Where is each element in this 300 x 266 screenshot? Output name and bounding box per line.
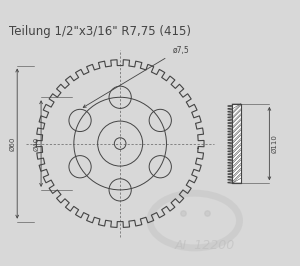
Text: Teilung 1/2"x3/16" R7,75 (415): Teilung 1/2"x3/16" R7,75 (415) — [9, 25, 191, 38]
Text: ø7,5: ø7,5 — [172, 46, 189, 55]
Text: Ø60: Ø60 — [9, 136, 15, 151]
Text: Ø110: Ø110 — [271, 134, 277, 153]
Text: Ø40: Ø40 — [33, 136, 39, 151]
Text: AI  12200: AI 12200 — [175, 239, 235, 252]
Bar — [232, 104, 241, 183]
